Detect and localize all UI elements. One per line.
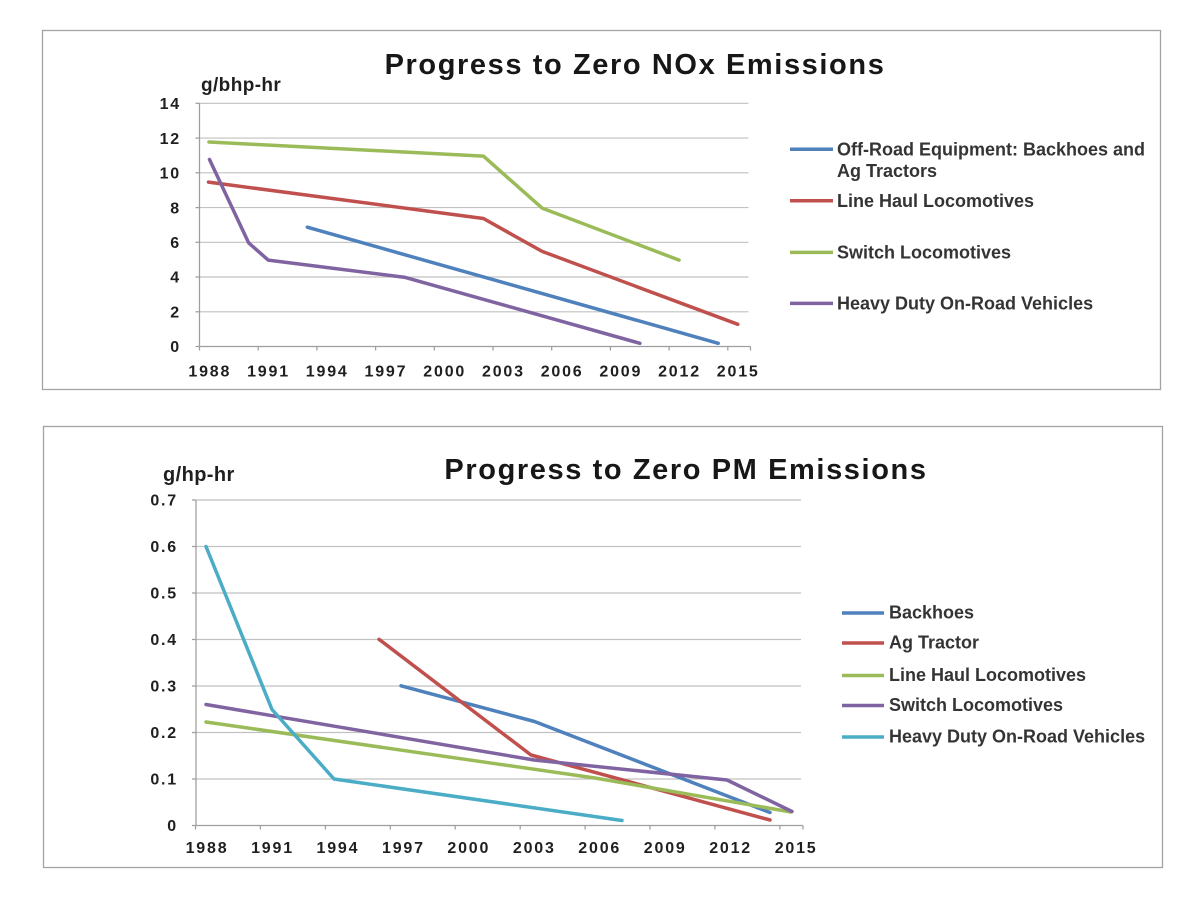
svg-text:Ag Tractors: Ag Tractors — [837, 161, 937, 181]
svg-text:Progress to Zero NOx Emissions: Progress to Zero NOx Emissions — [385, 49, 886, 81]
svg-text:1994: 1994 — [306, 363, 349, 380]
svg-text:2015: 2015 — [775, 840, 818, 857]
svg-text:1994: 1994 — [317, 840, 360, 857]
svg-text:2015: 2015 — [717, 363, 760, 380]
svg-text:0.6: 0.6 — [150, 539, 178, 556]
svg-text:1988: 1988 — [186, 840, 229, 857]
svg-text:0.1: 0.1 — [150, 772, 178, 789]
svg-text:2009: 2009 — [644, 840, 687, 857]
svg-text:0.5: 0.5 — [150, 586, 178, 603]
svg-text:Off-Road Equipment: Backhoes a: Off-Road Equipment: Backhoes and — [837, 139, 1145, 159]
svg-text:2006: 2006 — [578, 840, 621, 857]
svg-text:2003: 2003 — [482, 363, 525, 380]
svg-text:14: 14 — [160, 96, 181, 113]
svg-text:2000: 2000 — [447, 840, 490, 857]
svg-text:g/hp-hr: g/hp-hr — [163, 464, 235, 486]
svg-text:12: 12 — [160, 131, 181, 148]
svg-text:1997: 1997 — [365, 363, 408, 380]
svg-text:Line Haul Locomotives: Line Haul Locomotives — [837, 191, 1034, 211]
svg-text:4: 4 — [170, 270, 181, 287]
svg-text:8: 8 — [170, 200, 181, 217]
svg-text:1988: 1988 — [188, 363, 231, 380]
svg-text:Heavy Duty On-Road Vehicles: Heavy Duty On-Road Vehicles — [837, 293, 1093, 313]
svg-text:1991: 1991 — [251, 840, 294, 857]
svg-text:0.2: 0.2 — [150, 725, 178, 742]
svg-text:1997: 1997 — [382, 840, 425, 857]
svg-text:10: 10 — [160, 166, 181, 183]
svg-text:g/bhp-hr: g/bhp-hr — [201, 75, 281, 96]
svg-text:1991: 1991 — [247, 363, 290, 380]
svg-text:2009: 2009 — [599, 363, 642, 380]
svg-text:2003: 2003 — [513, 840, 556, 857]
svg-text:0: 0 — [167, 818, 178, 835]
svg-text:0.4: 0.4 — [150, 632, 178, 649]
svg-text:Backhoes: Backhoes — [889, 603, 974, 623]
svg-text:2012: 2012 — [658, 363, 701, 380]
svg-text:6: 6 — [170, 235, 181, 252]
svg-text:0: 0 — [170, 339, 181, 356]
svg-text:Switch Locomotives: Switch Locomotives — [889, 695, 1063, 715]
svg-text:0.3: 0.3 — [150, 679, 178, 696]
svg-text:2000: 2000 — [423, 363, 466, 380]
svg-text:Ag Tractor: Ag Tractor — [889, 633, 979, 653]
svg-text:2006: 2006 — [541, 363, 584, 380]
svg-text:Switch Locomotives: Switch Locomotives — [837, 242, 1011, 262]
svg-text:2: 2 — [170, 305, 181, 322]
svg-text:0.7: 0.7 — [150, 493, 178, 510]
svg-text:Line Haul Locomotives: Line Haul Locomotives — [889, 665, 1086, 685]
svg-text:Heavy Duty On-Road Vehicles: Heavy Duty On-Road Vehicles — [889, 727, 1145, 747]
svg-text:2012: 2012 — [709, 840, 752, 857]
svg-text:Progress to Zero PM Emissions: Progress to Zero PM Emissions — [444, 454, 927, 486]
